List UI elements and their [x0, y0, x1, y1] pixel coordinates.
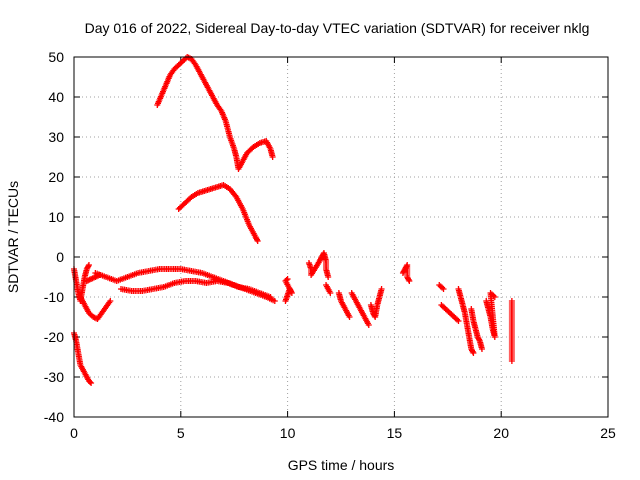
- series-arc-10h: [282, 276, 295, 304]
- data-point: [476, 336, 483, 343]
- series-arc-19h: [483, 290, 498, 340]
- grid-lines: [74, 57, 608, 417]
- data-point: [405, 276, 412, 283]
- x-tick-label: 15: [387, 425, 403, 441]
- data-point: [403, 263, 410, 270]
- series-arc-lower-band: [117, 278, 274, 300]
- series-arc-upper-band: [92, 266, 278, 304]
- data-point: [85, 263, 92, 270]
- data-point: [85, 262, 92, 268]
- y-tick-label: -30: [44, 369, 64, 385]
- series-arc-18-19h: [468, 306, 485, 352]
- y-tick-label: -20: [44, 329, 64, 345]
- series-arc-14h: [367, 286, 385, 320]
- data-point: [469, 348, 476, 355]
- data-point: [232, 192, 239, 199]
- y-axis-label: SDTVAR / TECUs: [5, 181, 21, 293]
- series-arc-15h: [399, 262, 413, 284]
- data-point: [365, 322, 372, 328]
- series-arc-20h: [508, 298, 515, 364]
- data-point: [284, 276, 291, 282]
- series-arc-mid: [175, 182, 261, 244]
- data-points: [71, 54, 515, 386]
- y-tick-label: 10: [48, 209, 64, 225]
- chart-title: Day 016 of 2022, Sidereal Day-to-day VTE…: [85, 20, 590, 36]
- data-point: [267, 294, 274, 300]
- axis-ticks: 0 5 10 15 20 25 -40 -30 -20 -10 0 10 20 30 40 50: [44, 49, 616, 441]
- y-tick-label: 0: [56, 249, 64, 265]
- data-point: [478, 346, 485, 352]
- series-arc-18h: [455, 286, 477, 356]
- data-point: [346, 314, 353, 320]
- data-point: [378, 286, 385, 292]
- plot-frame: [73, 56, 609, 418]
- y-tick-label: -10: [44, 289, 64, 305]
- series-arc-12-13h: [335, 290, 353, 320]
- series-arc-early-3: [83, 272, 103, 284]
- y-tick-label: -40: [44, 409, 64, 425]
- data-point: [107, 298, 114, 304]
- x-tick-label: 25: [600, 425, 616, 441]
- data-point: [253, 236, 260, 243]
- series-arc-17-18h: [438, 302, 462, 324]
- data-point: [440, 286, 447, 292]
- data-point: [254, 238, 261, 244]
- data-point: [87, 379, 94, 385]
- data-point: [327, 290, 334, 296]
- y-tick-label: 50: [48, 49, 64, 65]
- data-point: [325, 274, 332, 280]
- x-axis-label: GPS time / hours: [288, 457, 395, 473]
- x-tick-label: 20: [493, 425, 509, 441]
- data-point: [88, 380, 95, 386]
- y-tick-label: 40: [48, 89, 64, 105]
- x-tick-label: 10: [280, 425, 296, 441]
- x-tick-label: 0: [70, 425, 78, 441]
- y-tick-label: 30: [48, 129, 64, 145]
- x-tick-label: 5: [177, 425, 185, 441]
- data-point: [96, 272, 103, 278]
- data-point: [406, 278, 413, 284]
- data-point: [491, 294, 498, 300]
- series-arc-13h: [348, 290, 372, 328]
- data-point: [470, 350, 477, 356]
- series-arc-high: [154, 54, 276, 172]
- series-arc-early-neg: [71, 330, 95, 386]
- data-point: [508, 358, 515, 364]
- data-point: [455, 318, 462, 324]
- y-tick-label: 20: [48, 169, 64, 185]
- series-arc-early-2: [77, 294, 114, 322]
- data-point: [271, 298, 278, 304]
- series-arc-12h: [323, 282, 334, 296]
- data-point: [269, 154, 276, 160]
- series-arc-11h: [305, 250, 332, 280]
- data-point: [283, 277, 290, 283]
- series-arc-17h: [436, 282, 447, 292]
